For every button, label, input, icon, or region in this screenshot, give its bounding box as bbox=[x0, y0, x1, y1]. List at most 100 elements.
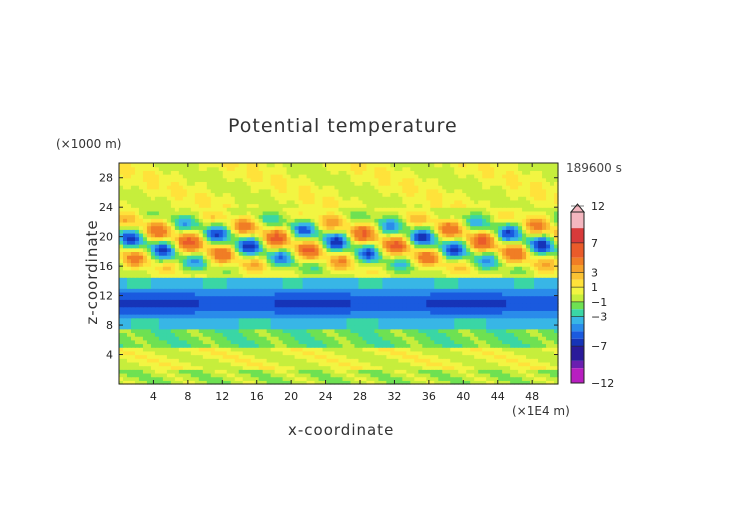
heatmap-cell bbox=[318, 317, 324, 322]
heatmap-cell bbox=[238, 354, 244, 359]
heatmap-cell bbox=[210, 251, 216, 256]
heatmap-cell bbox=[494, 229, 499, 234]
heatmap-cell bbox=[266, 255, 272, 260]
heatmap-cell bbox=[150, 354, 156, 359]
heatmap-cell bbox=[526, 376, 531, 381]
heatmap-cell bbox=[306, 343, 312, 348]
heatmap-cell bbox=[310, 336, 316, 341]
heatmap-cell bbox=[230, 336, 236, 341]
heatmap-cell bbox=[554, 350, 559, 356]
heatmap-cell bbox=[302, 247, 308, 252]
heatmap-cell bbox=[226, 273, 232, 278]
heatmap-cell bbox=[414, 284, 419, 289]
heatmap-cell bbox=[374, 306, 380, 311]
heatmap-cell bbox=[218, 310, 224, 315]
heatmap-cell bbox=[478, 336, 483, 341]
heatmap-cell bbox=[210, 214, 216, 219]
heatmap-cell bbox=[338, 372, 344, 378]
heatmap-cell bbox=[286, 288, 292, 293]
heatmap-cell bbox=[174, 380, 180, 385]
heatmap-cell bbox=[402, 269, 407, 275]
heatmap-cell bbox=[486, 361, 491, 367]
heatmap-cell bbox=[146, 339, 152, 345]
heatmap-cell bbox=[126, 266, 132, 271]
heatmap-cell bbox=[294, 332, 300, 337]
heatmap-cell bbox=[178, 306, 184, 311]
heatmap-cell bbox=[382, 350, 387, 356]
heatmap-cell bbox=[134, 273, 140, 278]
heatmap-cell bbox=[554, 302, 559, 308]
heatmap-cell bbox=[170, 225, 176, 230]
heatmap-cell bbox=[302, 302, 308, 308]
heatmap-cell bbox=[190, 288, 196, 293]
heatmap-cell bbox=[406, 232, 411, 238]
heatmap-cell bbox=[306, 229, 312, 234]
heatmap-cell bbox=[126, 328, 132, 334]
heatmap-cell bbox=[119, 354, 124, 359]
heatmap-cell bbox=[422, 258, 427, 264]
heatmap-cell bbox=[554, 244, 559, 249]
heatmap-cell bbox=[122, 299, 128, 304]
heatmap-cell bbox=[474, 302, 479, 308]
heatmap-cell bbox=[286, 280, 292, 286]
heatmap-cell bbox=[302, 310, 308, 315]
heatmap-cell bbox=[198, 229, 204, 234]
heatmap-cell bbox=[426, 317, 431, 322]
heatmap-cell bbox=[370, 240, 376, 245]
heatmap-cell bbox=[526, 314, 531, 319]
heatmap-cell bbox=[474, 295, 479, 300]
heatmap-cell bbox=[154, 266, 160, 271]
heatmap-cell bbox=[342, 229, 348, 234]
heatmap-cell bbox=[514, 258, 519, 264]
heatmap-cell bbox=[214, 369, 220, 374]
heatmap-cell bbox=[298, 229, 304, 234]
heatmap-cell bbox=[378, 336, 383, 341]
heatmap-cell bbox=[474, 358, 479, 363]
heatmap-cell bbox=[186, 244, 192, 249]
heatmap-cell bbox=[458, 251, 463, 256]
heatmap-cell bbox=[482, 376, 487, 381]
heatmap-cell bbox=[498, 273, 503, 278]
heatmap-cell bbox=[162, 321, 168, 326]
heatmap-cell bbox=[546, 299, 551, 304]
heatmap-cell bbox=[350, 376, 356, 381]
heatmap-cell bbox=[522, 354, 527, 359]
heatmap-cell bbox=[490, 306, 495, 311]
heatmap-cell bbox=[322, 302, 328, 308]
heatmap-cell bbox=[394, 336, 399, 341]
heatmap-cell bbox=[402, 273, 407, 278]
heatmap-cell bbox=[250, 247, 256, 252]
heatmap-cell bbox=[142, 306, 148, 311]
heatmap-cell bbox=[522, 325, 527, 330]
heatmap-cell bbox=[230, 380, 236, 385]
heatmap-cell bbox=[214, 244, 220, 249]
heatmap-cell bbox=[474, 317, 479, 322]
heatmap-cell bbox=[450, 221, 455, 227]
heatmap-cell bbox=[258, 214, 264, 219]
heatmap-cell bbox=[194, 361, 200, 367]
heatmap-cell bbox=[338, 225, 344, 230]
heatmap-cell bbox=[506, 280, 511, 286]
heatmap-cell bbox=[450, 314, 455, 319]
heatmap-cell bbox=[322, 225, 328, 230]
heatmap-cell bbox=[158, 302, 164, 308]
heatmap-cell bbox=[226, 306, 232, 311]
heatmap-cell bbox=[506, 269, 511, 275]
heatmap-cell bbox=[402, 247, 407, 252]
heatmap-cell bbox=[466, 314, 471, 319]
heatmap-cell bbox=[502, 229, 507, 234]
heatmap-cell bbox=[158, 225, 164, 230]
heatmap-cell bbox=[438, 236, 443, 241]
heatmap-cell bbox=[214, 332, 220, 337]
heatmap-cell bbox=[442, 266, 447, 271]
heatmap-cell bbox=[450, 244, 455, 249]
heatmap-cell bbox=[234, 321, 240, 326]
heatmap-cell bbox=[174, 225, 180, 230]
heatmap-cell bbox=[290, 258, 296, 264]
heatmap-cell bbox=[362, 336, 368, 341]
heatmap-cell bbox=[482, 365, 487, 370]
heatmap-cell bbox=[122, 358, 128, 363]
heatmap-cell bbox=[326, 336, 332, 341]
heatmap-cell bbox=[534, 372, 539, 378]
heatmap-cell bbox=[354, 295, 360, 300]
